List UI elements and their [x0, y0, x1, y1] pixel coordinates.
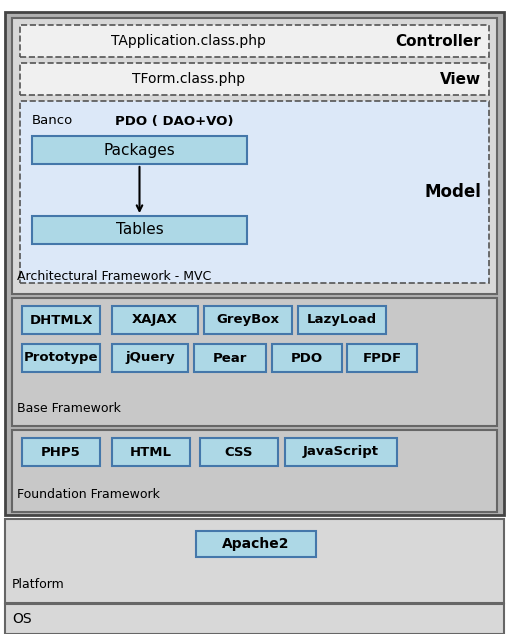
FancyBboxPatch shape [12, 430, 497, 512]
FancyBboxPatch shape [22, 306, 100, 334]
Text: CSS: CSS [225, 446, 253, 458]
FancyBboxPatch shape [204, 306, 292, 334]
Text: XAJAX: XAJAX [132, 313, 178, 327]
Text: Banco: Banco [32, 115, 73, 127]
FancyBboxPatch shape [12, 298, 497, 426]
FancyBboxPatch shape [20, 25, 489, 57]
Text: TApplication.class.php: TApplication.class.php [111, 34, 266, 48]
Text: Architectural Framework - MVC: Architectural Framework - MVC [17, 270, 211, 283]
FancyBboxPatch shape [5, 12, 504, 515]
Text: Prototype: Prototype [24, 351, 98, 365]
FancyBboxPatch shape [272, 344, 342, 372]
Text: GreyBox: GreyBox [217, 313, 280, 327]
Text: HTML: HTML [130, 446, 172, 458]
Text: Apache2: Apache2 [222, 537, 289, 551]
Text: OS: OS [12, 612, 32, 626]
Text: PDO ( DAO+VO): PDO ( DAO+VO) [115, 115, 234, 127]
FancyBboxPatch shape [196, 531, 315, 557]
Text: JavaScript: JavaScript [303, 446, 379, 458]
Text: LazyLoad: LazyLoad [307, 313, 377, 327]
FancyBboxPatch shape [112, 438, 190, 466]
FancyBboxPatch shape [194, 344, 266, 372]
Text: jQuery: jQuery [125, 351, 175, 365]
FancyBboxPatch shape [347, 344, 417, 372]
FancyBboxPatch shape [20, 101, 489, 283]
FancyBboxPatch shape [20, 63, 489, 95]
FancyBboxPatch shape [32, 136, 247, 164]
Text: Packages: Packages [104, 143, 175, 157]
Text: Controller: Controller [395, 34, 481, 48]
Text: Platform: Platform [12, 578, 65, 591]
Text: PDO: PDO [291, 351, 323, 365]
FancyBboxPatch shape [200, 438, 278, 466]
Text: View: View [440, 72, 481, 86]
Text: Foundation Framework: Foundation Framework [17, 488, 160, 501]
Text: DHTMLX: DHTMLX [29, 313, 92, 327]
Text: PHP5: PHP5 [41, 446, 81, 458]
FancyBboxPatch shape [112, 306, 198, 334]
FancyBboxPatch shape [22, 344, 100, 372]
Text: Tables: Tables [115, 223, 164, 238]
Text: Model: Model [424, 183, 481, 201]
FancyBboxPatch shape [298, 306, 386, 334]
FancyBboxPatch shape [285, 438, 397, 466]
Text: Pear: Pear [213, 351, 247, 365]
FancyBboxPatch shape [5, 519, 504, 603]
FancyBboxPatch shape [22, 438, 100, 466]
Text: FPDF: FPDF [362, 351, 402, 365]
Text: Base Framework: Base Framework [17, 402, 121, 415]
FancyBboxPatch shape [5, 604, 504, 634]
FancyBboxPatch shape [12, 18, 497, 294]
Text: TForm.class.php: TForm.class.php [132, 72, 245, 86]
FancyBboxPatch shape [32, 216, 247, 244]
FancyBboxPatch shape [112, 344, 188, 372]
